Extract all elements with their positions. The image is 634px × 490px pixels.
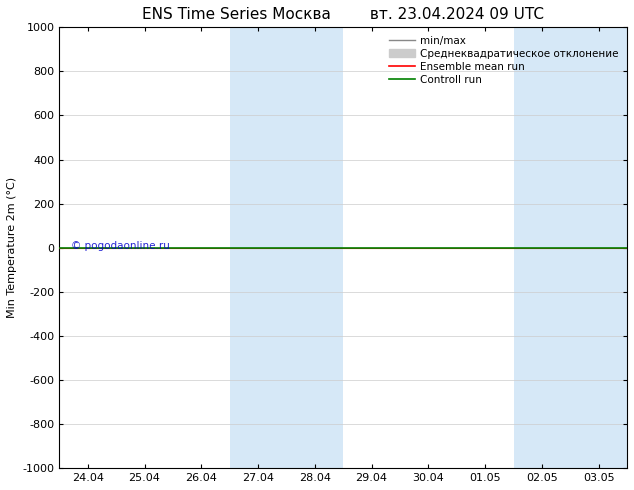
- Bar: [230, 27, 343, 468]
- Bar: [514, 27, 627, 468]
- Text: © pogodaonline.ru: © pogodaonline.ru: [71, 241, 169, 250]
- Legend: min/max, Среднеквадратическое отклонение, Ensemble mean run, Controll run: min/max, Среднеквадратическое отклонение…: [386, 32, 622, 88]
- Y-axis label: Min Temperature 2m (°C): Min Temperature 2m (°C): [7, 177, 17, 318]
- Title: ENS Time Series Москва        вт. 23.04.2024 09 UTC: ENS Time Series Москва вт. 23.04.2024 09…: [142, 7, 544, 22]
